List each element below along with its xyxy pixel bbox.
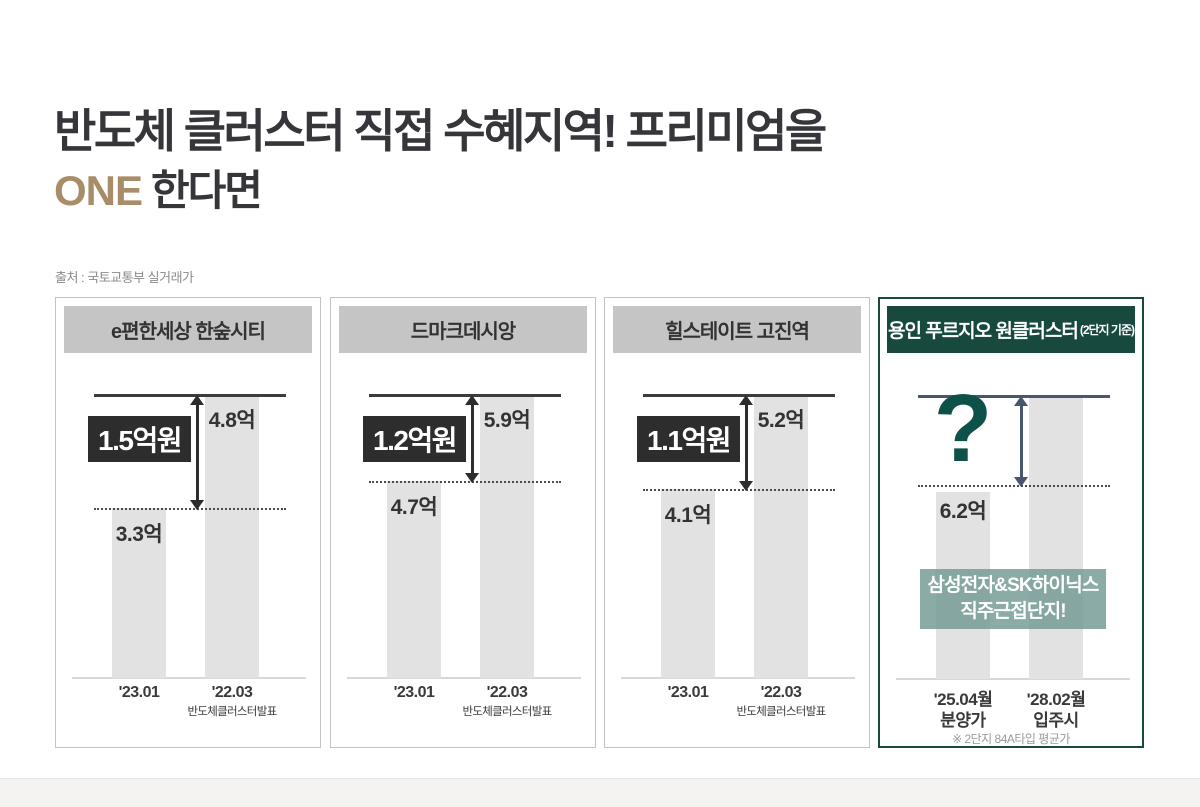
value-label-before: 4.7억 [390,496,438,519]
updown-arrow-icon [739,395,754,491]
panel-hillstate-gojin: 힐스테이트 고진역 1.1억원 5.2억 4.1억 '23.01 '22.03 … [604,297,870,748]
price-diff-badge: 1.5억원 [88,416,191,462]
panel-yongin-prugio-one-cluster: 용인 푸르지오 원클러스터 (2단지 기준) ? 6.2억 삼성전자&SK하이닉스… [878,297,1144,748]
panel-epyeonhansesang: e편한세상 한숲시티 1.5억원 4.8억 3.3억 '23.01 '22.03… [55,297,321,748]
bar-after-announcement [480,396,534,678]
proximity-banner: 삼성전자&SK하이닉스 직주근접단지! [920,569,1106,629]
bar-before-announcement [387,481,441,678]
bar-at-movein [1029,397,1083,679]
arrow-shaft [1020,399,1023,484]
footer-strip [0,778,1200,807]
baseline [72,677,306,679]
footnote: ※ 2단지 84A타입 평균가 [952,732,1070,746]
x-label-before: '23.01 [118,684,160,701]
banner-line2: 직주근접단지! [960,601,1066,622]
baseline [621,677,855,679]
updown-arrow-icon [190,395,205,510]
price-diff-badge: 1.2억원 [363,416,466,462]
x-label-before: '23.01 [393,684,435,701]
baseline [896,678,1130,680]
panel-title: e편한세상 한숲시티 [64,306,312,353]
value-label-before: 4.1억 [664,504,712,527]
panel-title-suffix: (2단지 기준) [1079,323,1135,337]
headline-line2-rest: 한다면 [151,167,263,214]
banner-line1: 삼성전자&SK하이닉스 [927,575,1099,597]
x-label-after: '22.03 [760,684,802,701]
value-label-after: 4.8억 [208,409,256,432]
x-label-after: '22.03 [211,684,253,701]
updown-arrow-icon [1014,396,1029,487]
value-label-before: 3.3억 [115,523,163,546]
headline-line2: ONE 한다면 [54,157,263,218]
x-sublabel-sale: 분양가 [940,711,986,730]
bar-before-announcement [112,508,166,678]
baseline [347,677,581,679]
x-label-sale-date: '25.04월 [933,690,993,709]
x-label-after: '22.03 [486,684,528,701]
panel-demarkdesian: 드마크데시앙 1.2억원 5.9억 4.7억 '23.01 '22.03 반도체… [330,297,596,748]
value-label-after: 5.9억 [483,409,531,432]
value-label-sale-price: 6.2억 [939,500,987,523]
headline-accent-one: ONE [54,167,143,214]
question-mark: ? [933,375,993,482]
updown-arrow-icon [465,395,480,483]
x-label-before: '23.01 [667,684,709,701]
x-sublabel-after: 반도체클러스터발표 [736,706,827,718]
price-diff-badge: 1.1억원 [637,416,740,462]
arrow-shaft [745,398,748,488]
x-sublabel-after: 반도체클러스터발표 [462,706,553,718]
panel-title: 드마크데시앙 [339,306,587,353]
headline-line1: 반도체 클러스터 직접 수혜지역! 프리미엄을 [54,105,827,157]
bar-after-announcement [205,396,259,678]
panel-title-main: 용인 푸르지오 원클러스터 [887,321,1079,342]
bar-before-announcement [661,489,715,678]
source-note: 출처 : 국토교통부 실거래가 [55,270,194,285]
arrow-shaft [196,398,199,507]
x-label-movein-date: '28.02월 [1026,690,1086,709]
panel-title: 용인 푸르지오 원클러스터 (2단지 기준) [887,306,1135,353]
x-sublabel-after: 반도체클러스터발표 [187,706,278,718]
arrow-shaft [471,398,474,480]
bar-after-announcement [754,396,808,678]
x-sublabel-movein: 입주시 [1033,711,1079,730]
value-label-after: 5.2억 [757,409,805,432]
panel-title: 힐스테이트 고진역 [613,306,861,353]
